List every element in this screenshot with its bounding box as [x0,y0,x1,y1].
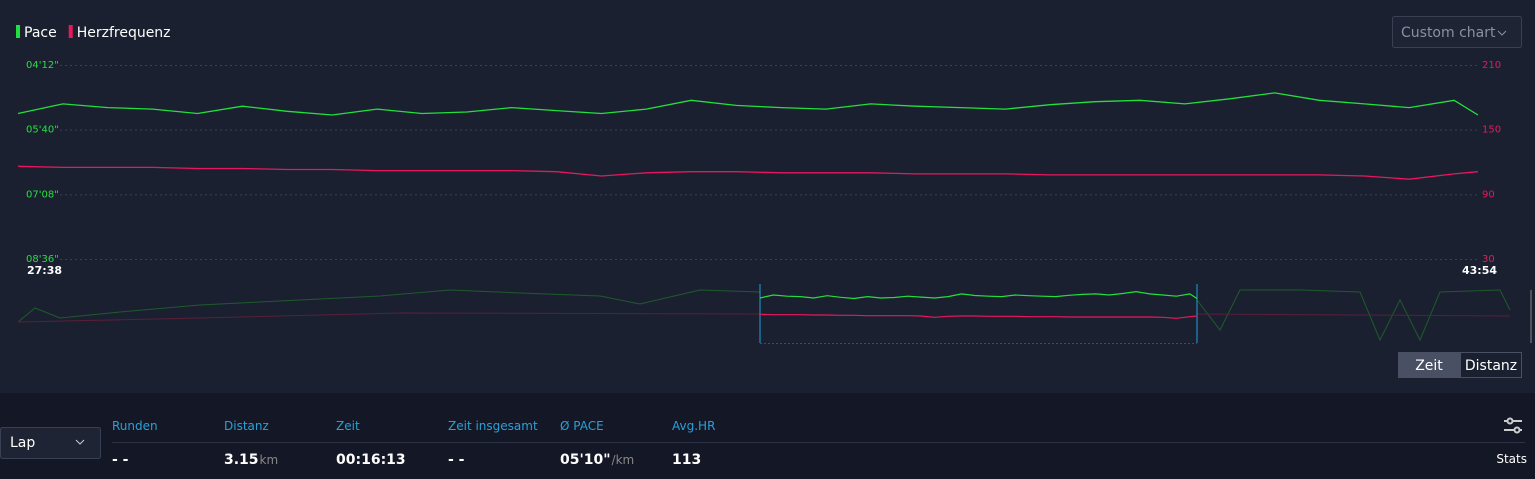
chart-panel [0,0,1535,393]
lap-label[interactable]: Lap [10,435,35,451]
y2-tick-label: 30 [1482,254,1495,265]
cell-unit: km [260,453,279,467]
chevron [75,439,85,445]
legend-label: Pace [24,25,57,41]
y2-tick-label: 90 [1482,189,1495,200]
x-tick-label: 43:54 [1462,264,1497,277]
cell-value: 113 [672,452,701,468]
column-header: Distanz [224,419,269,433]
series-line [17,92,1479,116]
zeit-button[interactable] [1398,352,1460,378]
overview-context [17,289,761,323]
chart-select[interactable]: Custom chart [1392,16,1522,48]
distanz-label[interactable]: Distanz [1465,358,1517,374]
overview-context [1196,289,1511,342]
column-header: Zeit [336,419,360,433]
legend-label: Herzfrequenz [77,25,171,41]
overview-line [759,290,1198,300]
y-tick-label: 08'36" [26,254,59,265]
dropdown-box[interactable] [1392,16,1522,48]
lap-select[interactable] [0,427,101,459]
column-header: Runden [112,419,158,433]
column-header: Zeit insgesamt [448,419,538,433]
y-tick-label: 04'12" [26,60,59,71]
dropdown-label[interactable]: Custom chart [1401,25,1496,41]
legend-swatch [16,25,20,38]
chevron [1497,30,1507,36]
overview-context [17,312,1511,323]
y-tick-label: 07'08" [26,189,59,200]
legend-swatch [68,25,73,38]
column-header: Ø PACE [560,419,604,433]
cell-value: 05'10" [560,452,611,468]
cell-value: 00:16:13 [336,452,406,468]
x-tick-label: 27:38 [27,264,62,277]
cell-value: 3.15 [224,452,259,468]
series-line [17,165,1479,180]
overview-line [759,313,1198,319]
zeit-label[interactable]: Zeit [1415,358,1443,374]
cell-value: - - [112,452,129,468]
y2-tick-label: 150 [1482,125,1501,136]
cell-value: - - [448,452,465,468]
column-header: Avg.HR [672,419,715,433]
y-tick-label: 05'40" [26,125,59,136]
y2-tick-label: 210 [1482,60,1501,71]
settings-icon[interactable] [1504,417,1522,434]
distanz-button[interactable] [1460,352,1522,378]
cell-unit: /km [612,453,635,467]
stats-label[interactable]: Stats [1496,452,1527,466]
